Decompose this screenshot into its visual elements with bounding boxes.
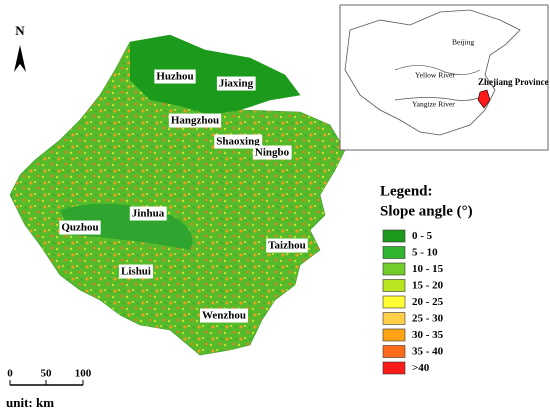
province: [9, 34, 346, 356]
city-label-bg: [216, 76, 256, 91]
legend-swatch: [382, 312, 406, 325]
legend-label: 0 - 5: [412, 230, 433, 242]
inset-label: Yellow River: [415, 71, 455, 80]
legend-label: 5 - 10: [412, 247, 438, 259]
city-label-bg: [168, 113, 222, 128]
scale-unit: unit: km: [6, 395, 54, 410]
legend-swatch: [382, 279, 406, 292]
legend-swatch: [382, 246, 406, 259]
zhejiang-marker: [477, 89, 491, 109]
city-label-bg: [266, 238, 308, 253]
yellow-river: [394, 65, 481, 75]
legend-label: 15 - 20: [412, 280, 444, 292]
city-label-bg: [214, 134, 263, 149]
city-label-bg: [129, 206, 167, 221]
legend-swatch: [382, 328, 406, 342]
legend-swatch: [382, 345, 406, 358]
inset: [339, 4, 549, 151]
legend-label: >40: [412, 362, 430, 374]
north-arrow: [14, 45, 26, 72]
city-label: Jiaxing: [219, 78, 254, 90]
legend-swatch: [382, 229, 406, 243]
scale-label: 0: [7, 368, 13, 380]
inset-label: Yangtze River: [412, 100, 455, 109]
legend-swatch: [382, 361, 406, 375]
legend-swatch: [382, 262, 406, 276]
yangtze-river: [394, 95, 485, 101]
northern-plain: [130, 35, 300, 115]
scale-label: 100: [75, 368, 92, 380]
inset-label: Zhejiang Province: [478, 77, 549, 87]
legend-subtitle: Slope angle (°): [380, 203, 473, 219]
legend-label: 25 - 30: [412, 313, 444, 325]
city-label: Jinhua: [132, 208, 165, 220]
city-label: Lishui: [121, 266, 151, 278]
city-label-bg: [154, 69, 196, 84]
china-outline: [344, 9, 521, 136]
city-label-bg: [252, 145, 292, 160]
city-label: Ningbo: [255, 147, 290, 159]
city-label: Hangzhou: [171, 115, 219, 127]
legend-swatch: [382, 295, 406, 309]
city-label: Quzhou: [61, 222, 98, 234]
scale-label: 50: [41, 368, 53, 380]
legend-label: 20 - 25: [412, 296, 444, 308]
city-label: Shaoxing: [216, 136, 260, 148]
legend-label: 10 - 15: [412, 263, 444, 275]
north-label: N: [15, 23, 25, 38]
city-label: Wenzhou: [202, 310, 246, 322]
city-label-bg: [119, 264, 153, 279]
city-label: Taizhou: [268, 240, 306, 252]
legend-label: 30 - 35: [412, 329, 444, 341]
inset-label: Beijing: [452, 38, 474, 47]
city-label-bg: [199, 308, 249, 323]
city-label-bg: [59, 220, 101, 235]
city-label: Huzhou: [156, 71, 193, 83]
legend-title: Legend:: [380, 183, 433, 199]
legend-label: 35 - 40: [412, 346, 444, 358]
